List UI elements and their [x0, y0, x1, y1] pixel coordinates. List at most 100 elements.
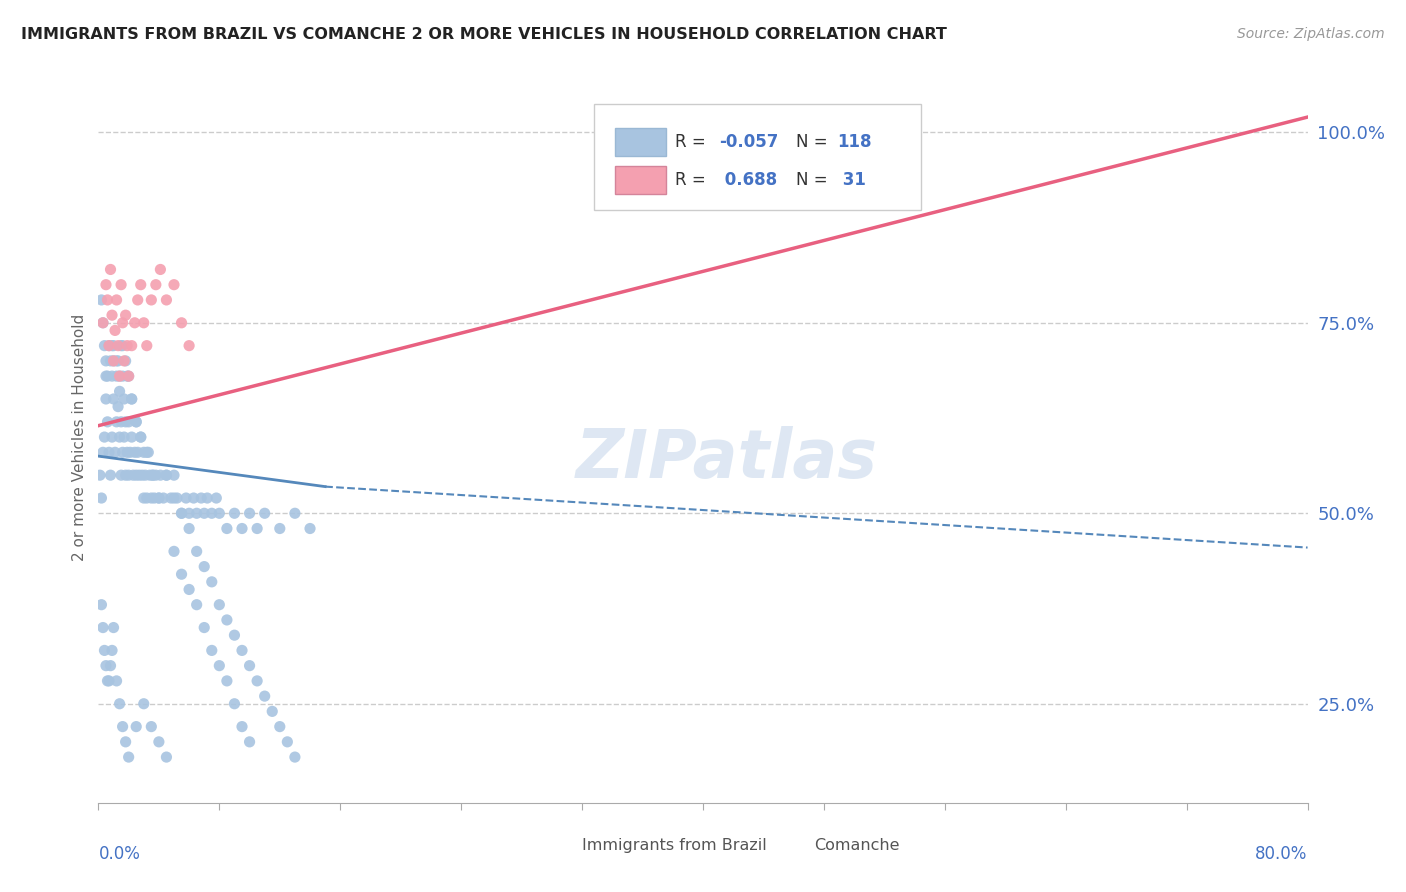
Point [96, 369, 118, 384]
Point [148, 491, 170, 505]
Point [276, 735, 298, 749]
Point [155, 293, 177, 307]
Point [96, 673, 118, 688]
Point [253, 506, 276, 520]
Point [215, 673, 238, 688]
Point [246, 521, 269, 535]
Point [121, 430, 143, 444]
Text: IMMIGRANTS FROM BRAZIL VS COMANCHE 2 OR MORE VEHICLES IN HOUSEHOLD CORRELATION C: IMMIGRANTS FROM BRAZIL VS COMANCHE 2 OR … [21, 27, 948, 42]
Point [91, 445, 114, 459]
Point [208, 506, 231, 520]
Point [111, 369, 134, 384]
Point [98, 445, 121, 459]
Point [215, 613, 238, 627]
Point [121, 392, 143, 406]
Point [118, 369, 141, 384]
Point [114, 308, 136, 322]
Point [115, 445, 138, 459]
Point [121, 339, 143, 353]
Point [163, 491, 186, 505]
Point [101, 643, 124, 657]
Point [104, 445, 127, 459]
Point [98, 673, 121, 688]
Point [111, 316, 134, 330]
Point [201, 574, 224, 589]
Point [239, 735, 262, 749]
Point [142, 468, 165, 483]
Point [160, 491, 183, 505]
Point [170, 506, 193, 520]
Text: N =: N = [796, 133, 832, 151]
Point [100, 468, 122, 483]
Point [96, 415, 118, 429]
Point [284, 506, 307, 520]
Point [231, 720, 253, 734]
Point [135, 491, 157, 505]
Point [114, 415, 136, 429]
Point [105, 369, 128, 384]
Point [128, 468, 150, 483]
Point [98, 339, 121, 353]
Point [231, 521, 253, 535]
Point [110, 468, 132, 483]
Point [193, 621, 215, 635]
Point [98, 339, 121, 353]
Point [94, 369, 117, 384]
Point [148, 735, 170, 749]
Point [141, 720, 163, 734]
Point [105, 293, 128, 307]
Text: -0.057: -0.057 [718, 133, 778, 151]
Point [125, 720, 148, 734]
Point [193, 506, 215, 520]
Point [114, 468, 136, 483]
Point [125, 468, 148, 483]
Point [145, 468, 167, 483]
Point [107, 354, 129, 368]
Text: 0.0%: 0.0% [98, 845, 141, 863]
Point [183, 491, 205, 505]
Point [186, 598, 208, 612]
Point [186, 506, 208, 520]
Point [104, 323, 127, 337]
Point [125, 415, 148, 429]
Point [179, 521, 201, 535]
Point [105, 415, 128, 429]
Text: R =: R = [675, 133, 711, 151]
Point [179, 582, 201, 597]
Point [127, 293, 149, 307]
Point [110, 277, 132, 292]
Point [195, 491, 218, 505]
Point [224, 628, 246, 642]
Point [121, 392, 143, 406]
Point [111, 445, 134, 459]
Point [122, 468, 145, 483]
Point [224, 506, 246, 520]
Point [108, 430, 131, 444]
Point [120, 445, 142, 459]
Point [101, 369, 124, 384]
Point [129, 430, 152, 444]
Point [139, 468, 162, 483]
Point [284, 750, 307, 764]
Text: Comanche: Comanche [814, 838, 900, 854]
Point [107, 339, 129, 353]
Point [132, 316, 155, 330]
Point [101, 339, 124, 353]
Point [170, 316, 193, 330]
Point [143, 491, 166, 505]
Point [96, 293, 118, 307]
Point [193, 559, 215, 574]
Point [201, 643, 224, 657]
Bar [614, 167, 665, 194]
Point [253, 689, 276, 703]
Point [170, 567, 193, 582]
Point [231, 643, 253, 657]
Point [108, 369, 131, 384]
Point [112, 354, 135, 368]
Point [89, 468, 111, 483]
Point [100, 354, 122, 368]
Point [112, 430, 135, 444]
Point [114, 354, 136, 368]
Point [107, 400, 129, 414]
Point [262, 705, 284, 719]
